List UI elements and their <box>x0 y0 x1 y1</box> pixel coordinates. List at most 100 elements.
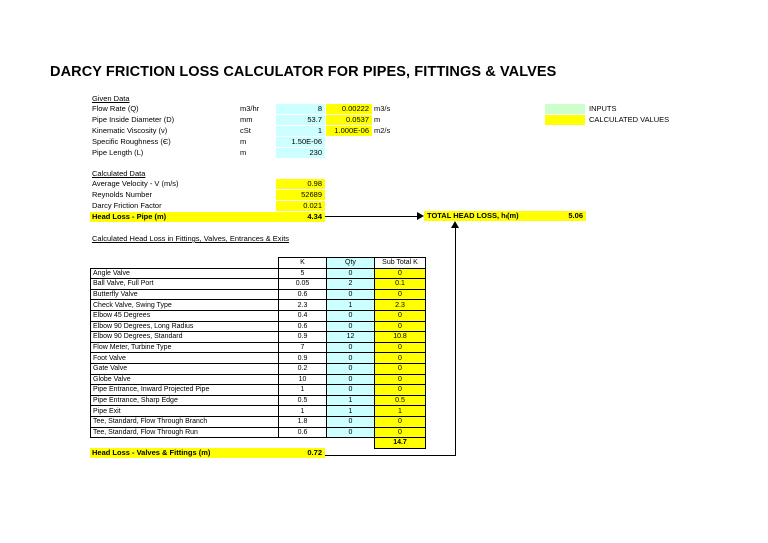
calculated-value: 0.021 <box>276 201 325 211</box>
legend-inputs-label: INPUTS <box>589 104 617 113</box>
fitting-k: 1 <box>278 405 327 417</box>
legend-input-swatch <box>545 104 585 114</box>
fitting-qty[interactable]: 0 <box>326 267 375 280</box>
fitting-qty[interactable]: 0 <box>326 373 375 386</box>
fitting-qty[interactable]: 12 <box>326 331 375 343</box>
fittings-heading: Calculated Head Loss in Fittings, Valves… <box>92 234 290 243</box>
fitting-k: 0.9 <box>278 331 327 343</box>
arrow-fittings-vertical <box>455 226 456 456</box>
fittings-table: K Qty Sub Total K Angle Valve 5 0 0 Ball… <box>90 257 426 449</box>
fitting-subtotal: 0 <box>374 320 426 333</box>
arrowhead-right-icon <box>417 212 424 220</box>
head-loss-pipe-value: 4.34 <box>276 212 325 222</box>
total-head-loss-label: TOTAL HEAD LOSS, hₗ(m) <box>427 211 519 220</box>
fitting-qty[interactable]: 0 <box>326 288 375 301</box>
given-calc-value: 0.0537 <box>326 115 372 125</box>
fitting-subtotal: 0 <box>374 415 426 428</box>
fitting-subtotal: 0.5 <box>374 394 426 407</box>
total-head-loss-row: TOTAL HEAD LOSS, hₗ(m) <box>424 211 586 221</box>
fitting-subtotal: 0 <box>374 384 426 396</box>
given-calc-unit: m3/s <box>374 104 391 113</box>
fitting-name: Check Valve, Swing Type <box>90 299 279 311</box>
given-input-value[interactable]: 1.50E-06 <box>276 137 325 147</box>
table-row: Gate Valve 0.2 0 0 <box>90 362 426 375</box>
fitting-k: 2.3 <box>278 299 327 311</box>
fitting-qty[interactable]: 0 <box>326 362 375 375</box>
given-data-heading: Given Data <box>92 94 130 103</box>
fitting-qty[interactable]: 0 <box>326 341 375 354</box>
calculated-value: 0.98 <box>276 179 325 189</box>
fitting-k: 0.9 <box>278 352 327 364</box>
fitting-subtotal: 10.8 <box>374 331 426 343</box>
fitting-qty[interactable]: 1 <box>326 394 375 407</box>
given-input-value[interactable]: 1 <box>276 126 325 136</box>
table-row: Check Valve, Swing Type 2.3 1 2.3 <box>90 299 426 311</box>
head-loss-fittings-row: Head Loss - Valves & Fittings (m) <box>90 448 325 458</box>
table-row: Elbow 90 Degrees, Long Radius 0.6 0 0 <box>90 320 426 333</box>
total-head-loss-value: 5.06 <box>568 211 583 220</box>
fitting-name: Elbow 90 Degrees, Standard <box>90 331 279 343</box>
fitting-qty[interactable]: 0 <box>326 352 375 364</box>
given-input-value[interactable]: 230 <box>276 148 325 158</box>
given-unit: m <box>240 137 247 146</box>
fitting-name: Globe Valve <box>90 373 279 386</box>
given-label: Pipe Length (L) <box>92 148 144 157</box>
fitting-k: 0.5 <box>278 394 327 407</box>
legend-calculated-swatch <box>545 115 585 125</box>
table-row: Elbow 90 Degrees, Standard 0.9 12 10.8 <box>90 331 426 343</box>
given-calc-unit: m2/s <box>374 126 391 135</box>
table-row: Pipe Entrance, Sharp Edge 0.5 1 0.5 <box>90 394 426 407</box>
fitting-k: 0.6 <box>278 288 327 301</box>
fitting-name: Tee, Standard, Flow Through Branch <box>90 415 279 428</box>
fitting-k: 0.05 <box>278 278 327 290</box>
table-row: Angle Valve 5 0 0 <box>90 267 426 280</box>
column-header-subtotal: Sub Total K <box>374 257 426 269</box>
fitting-qty[interactable]: 2 <box>326 278 375 290</box>
table-row: Foot Valve 0.9 0 0 <box>90 352 426 364</box>
legend-calculated-label: CALCULATED VALUES <box>589 115 670 124</box>
table-row: Pipe Entrance, Inward Projected Pipe 1 0… <box>90 384 426 396</box>
fitting-k: 10 <box>278 373 327 386</box>
fitting-subtotal: 0 <box>374 373 426 386</box>
given-input-value[interactable]: 8 <box>276 104 325 114</box>
fitting-name: Butterfly Valve <box>90 288 279 301</box>
total-k-row: 14.7 <box>91 437 426 449</box>
fitting-qty[interactable]: 0 <box>326 415 375 428</box>
fitting-name: Angle Valve <box>90 267 279 280</box>
total-k-value: 14.7 <box>374 437 426 449</box>
page-title: DARCY FRICTION LOSS CALCULATOR FOR PIPES… <box>50 64 557 80</box>
fitting-qty[interactable]: 0 <box>326 309 375 322</box>
fitting-qty[interactable]: 0 <box>326 426 375 439</box>
table-row: Pipe Exit 1 1 1 <box>90 405 426 417</box>
fitting-subtotal: 0 <box>374 288 426 301</box>
fitting-name: Gate Valve <box>90 362 279 375</box>
given-unit: mm <box>240 115 253 124</box>
fitting-name: Ball Valve, Full Port <box>90 278 279 290</box>
calculated-data-heading: Calculated Data <box>92 169 146 178</box>
table-row: Butterfly Valve 0.6 0 0 <box>90 288 426 301</box>
column-header-k: K <box>278 257 327 269</box>
given-label: Specific Roughness (Є) <box>92 137 171 146</box>
given-calc-value: 0.00222 <box>326 104 372 114</box>
fitting-k: 0.6 <box>278 426 327 439</box>
column-header-qty: Qty <box>326 257 375 269</box>
fitting-subtotal: 0.1 <box>374 278 426 290</box>
calculated-label: Average Velocity - V (m/s) <box>92 179 179 188</box>
fitting-subtotal: 2.3 <box>374 299 426 311</box>
calculated-value: 52689 <box>276 190 325 200</box>
fitting-subtotal: 0 <box>374 341 426 354</box>
head-loss-pipe-row: Head Loss - Pipe (m) <box>90 212 325 222</box>
given-input-value[interactable]: 53.7 <box>276 115 325 125</box>
fitting-qty[interactable]: 0 <box>326 320 375 333</box>
fitting-k: 0.6 <box>278 320 327 333</box>
given-label: Flow Rate (Q) <box>92 104 139 113</box>
head-loss-fittings-label: Head Loss - Valves & Fittings (m) <box>92 448 211 457</box>
arrow-pipe-to-total <box>325 216 418 217</box>
fitting-qty[interactable]: 1 <box>326 299 375 311</box>
fitting-subtotal: 1 <box>374 405 426 417</box>
fitting-qty[interactable]: 0 <box>326 384 375 396</box>
given-unit: cSt <box>240 126 251 135</box>
head-loss-pipe-label: Head Loss - Pipe (m) <box>92 212 167 221</box>
fitting-qty[interactable]: 1 <box>326 405 375 417</box>
table-row: Elbow 45 Degrees 0.4 0 0 <box>90 309 426 322</box>
